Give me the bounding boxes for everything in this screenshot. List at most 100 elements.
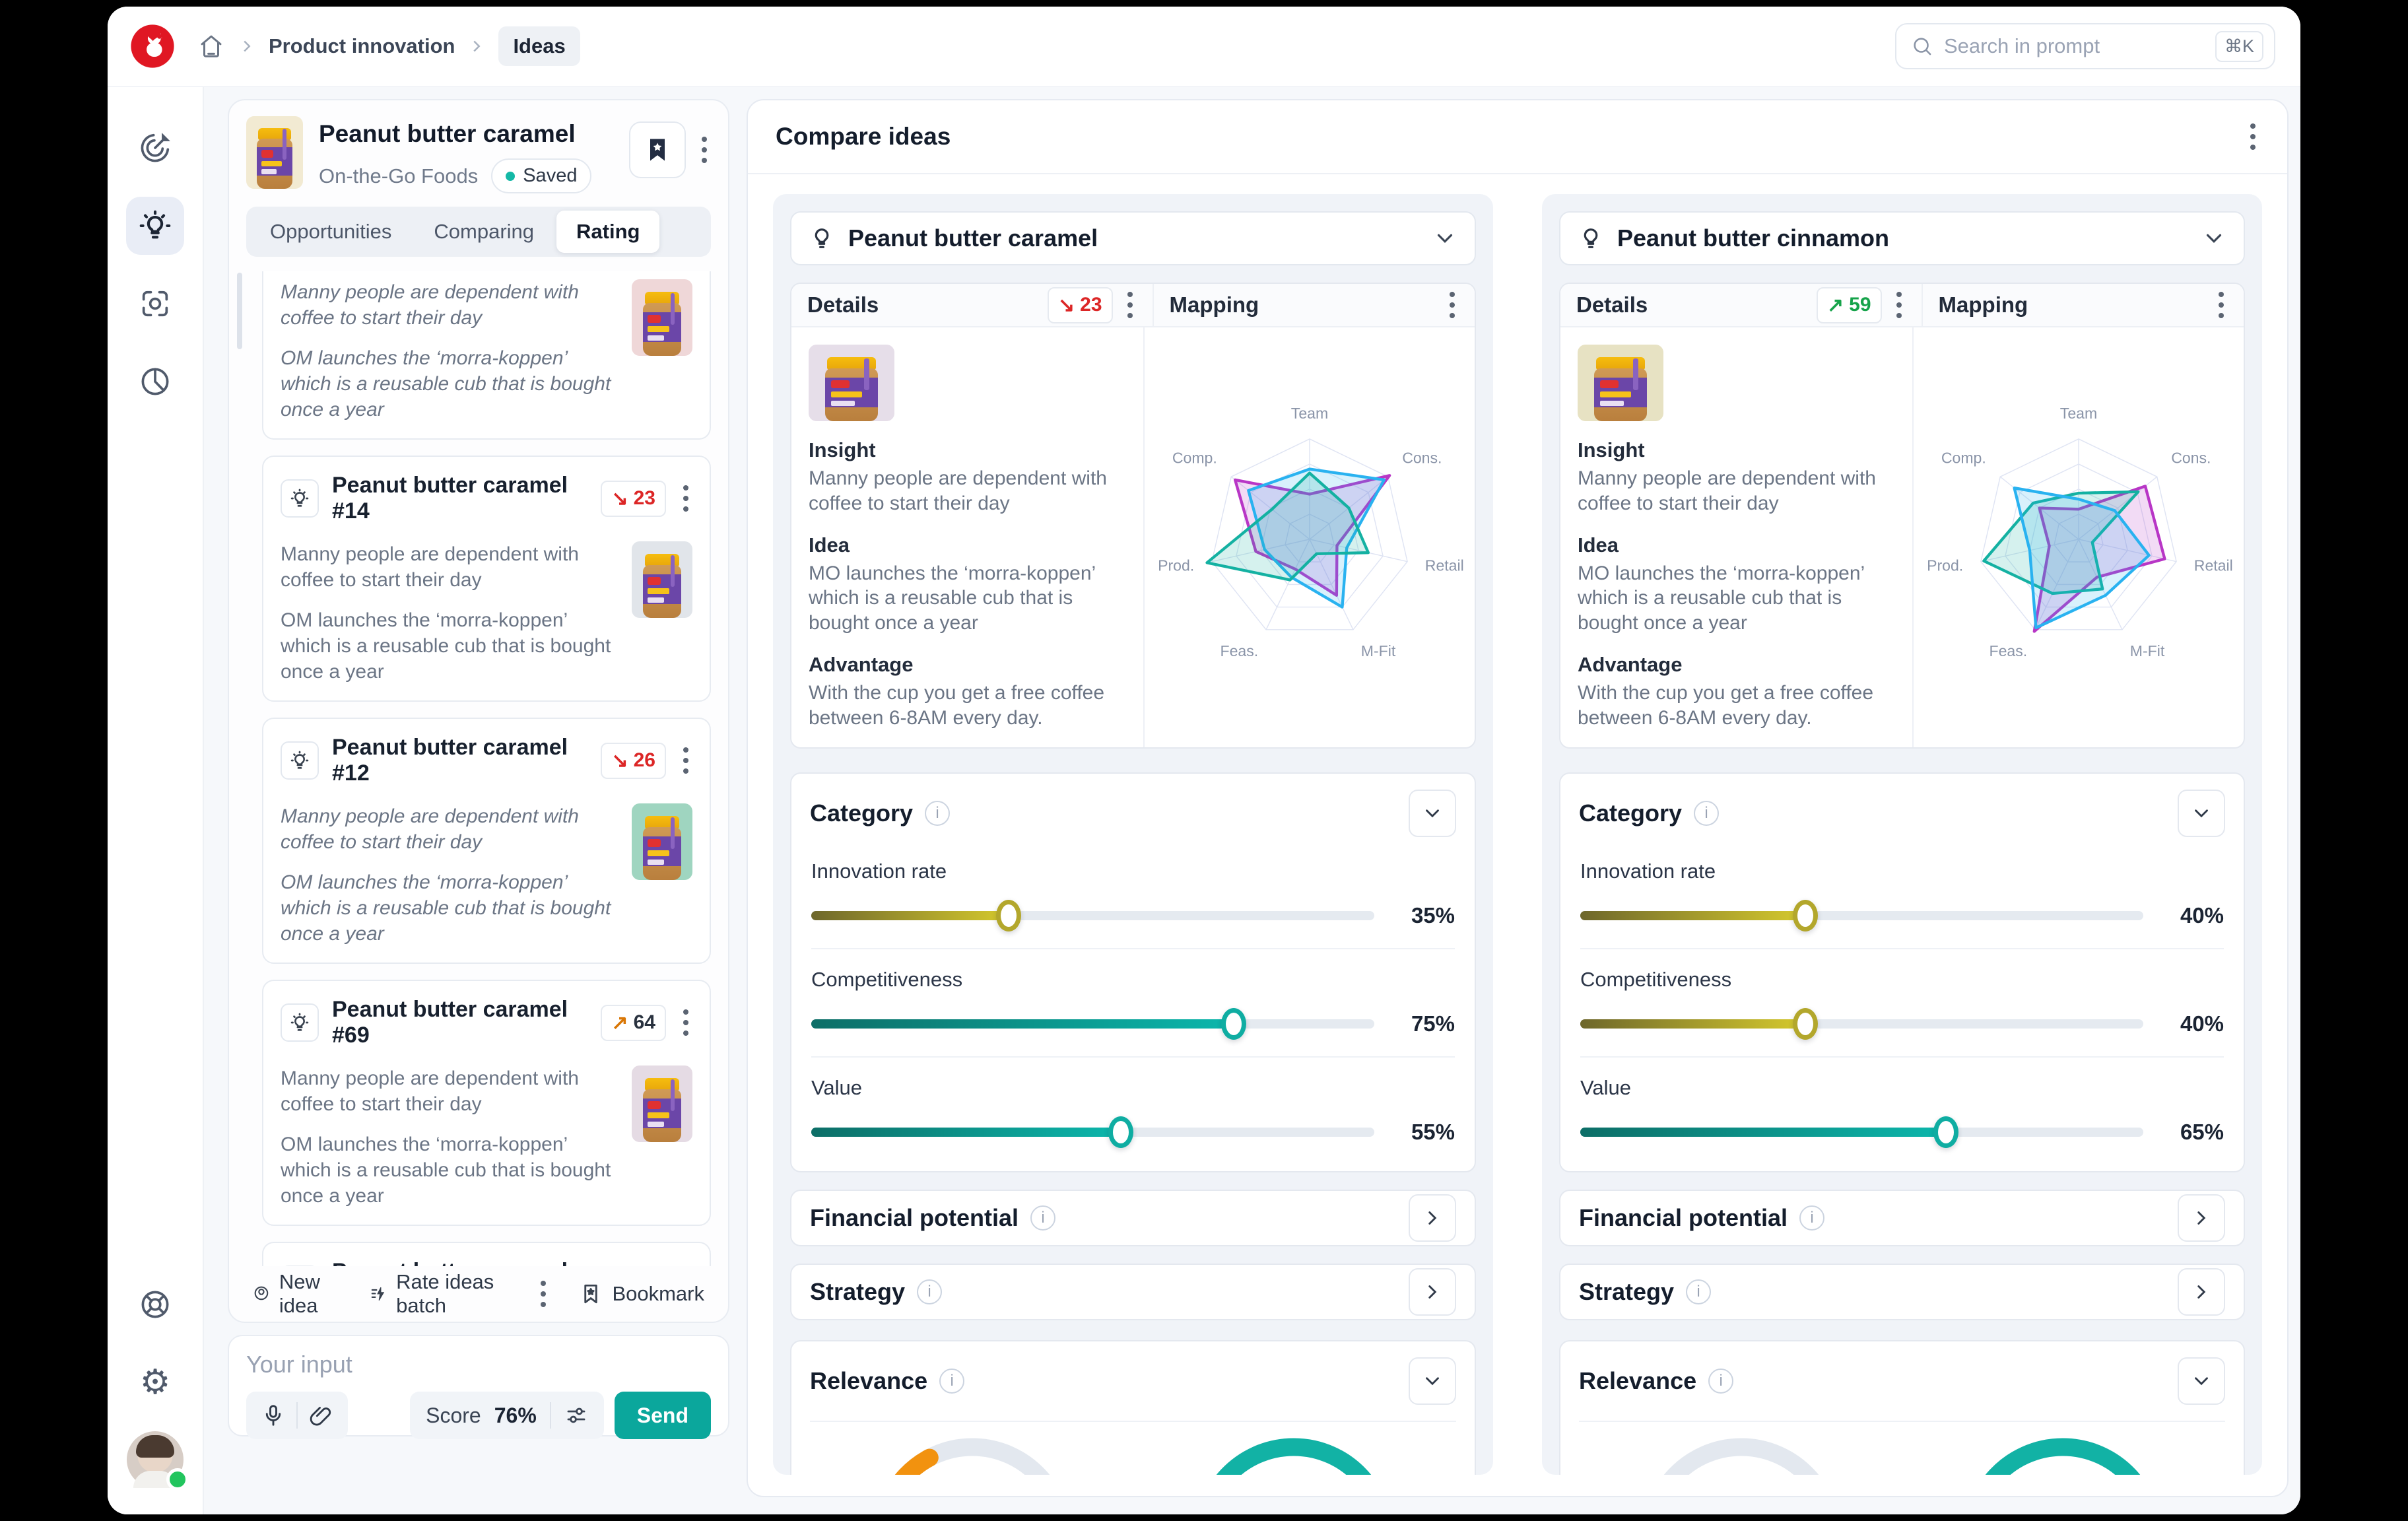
innovation-rate-slider[interactable] (1580, 900, 2143, 931)
search-shortcut-badge: ⌘K (2215, 30, 2263, 62)
info-icon[interactable] (1799, 1205, 1825, 1231)
idea-card[interactable]: Peanut butter caramel #12 ↘ 26 Manny peop… (262, 718, 711, 964)
idea-card-idea: OM launches the ‘morra-koppen’ which is … (281, 871, 611, 945)
search-icon (1914, 38, 1931, 55)
idea-brand: On-the-Go Foods (319, 164, 479, 187)
idea-card-image (632, 279, 692, 356)
category-title: Category (810, 799, 914, 827)
section-label: Idea (1578, 533, 1619, 557)
bookmark-footer-button[interactable]: Bookmark (579, 1282, 704, 1306)
content-area: Peanut butter caramel On-the-Go Foods Sa… (204, 87, 2300, 1514)
tab-opportunities[interactable]: Opportunities (270, 220, 392, 243)
idea-menu-button[interactable] (698, 133, 711, 167)
info-icon[interactable] (1686, 1279, 1712, 1304)
idea-list[interactable]: Manny people are dependent with coffee t… (229, 271, 728, 1266)
info-icon[interactable] (917, 1279, 943, 1304)
selector-value: Peanut butter cinnamon (1617, 224, 1890, 252)
collapse-button[interactable] (1409, 790, 1456, 837)
value-slider[interactable] (1580, 1116, 2143, 1148)
mapping-title: Mapping (1938, 292, 2028, 317)
competitiveness-slider[interactable] (1580, 1008, 2143, 1040)
idea-selector[interactable]: Peanut butter cinnamon (1559, 211, 2245, 265)
card-menu-button[interactable] (679, 1005, 692, 1040)
score-control[interactable]: Score 76% (410, 1392, 604, 1439)
scrollbar-thumb[interactable] (237, 273, 242, 349)
strategy-card[interactable]: Strategy (1559, 1264, 2245, 1320)
idea-selector[interactable]: Peanut butter caramel (790, 211, 1476, 265)
idea-card[interactable]: Peanut butter caramel #14 ↘ 23 Manny peop… (262, 456, 711, 702)
tab-rating[interactable]: Rating (556, 211, 660, 253)
details-pane: Insight Manny people are dependent with c… (791, 327, 1145, 747)
info-icon[interactable] (939, 1369, 965, 1394)
score-label: Score (426, 1403, 481, 1427)
compare-column-caramel: Peanut butter caramel Details ↘ 23 (773, 194, 1493, 1475)
info-icon[interactable] (1708, 1369, 1734, 1394)
expand-button[interactable] (1409, 1194, 1456, 1242)
mapping-menu-button[interactable] (2215, 288, 2228, 322)
bookmark-icon (650, 139, 665, 161)
footer-menu-button[interactable] (537, 1277, 550, 1311)
compare-menu-button[interactable] (2246, 119, 2259, 154)
svg-text:Cons.: Cons. (2171, 449, 2211, 466)
lightbulb-icon (254, 1286, 269, 1301)
value-slider[interactable] (811, 1116, 1374, 1148)
info-icon[interactable] (1694, 801, 1720, 826)
search-input[interactable]: Search in prompt ⌘K (1895, 23, 2275, 69)
idea-card[interactable]: Peanut butter caramel #88 ↘58 Manny peop… (262, 1242, 711, 1266)
home-icon[interactable] (197, 32, 225, 60)
sidebar-item-scan[interactable] (126, 275, 184, 333)
idea-card[interactable]: Manny people are dependent with coffee t… (262, 271, 711, 440)
relevance-card: Relevance Sentiment20% (1559, 1340, 2245, 1475)
innovation-rate-slider[interactable] (811, 900, 1374, 931)
financial-potential-card[interactable]: Financial potential (790, 1190, 1476, 1246)
strategy-card[interactable]: Strategy (790, 1264, 1476, 1320)
slider-value: 55% (1411, 1120, 1455, 1144)
competitiveness-slider[interactable] (811, 1008, 1374, 1040)
card-menu-button[interactable] (679, 743, 692, 778)
card-menu-button[interactable] (679, 481, 692, 516)
collapse-button[interactable] (2178, 790, 2225, 837)
sidebar-item-goals[interactable] (126, 119, 184, 177)
sidebar-item-settings[interactable]: ⚙ (126, 1353, 184, 1411)
avatar[interactable] (127, 1431, 189, 1491)
idea-card-title: Peanut butter caramel #12 (332, 735, 568, 786)
bookmark-button[interactable] (629, 121, 686, 178)
details-menu-button[interactable] (1892, 288, 1906, 322)
details-menu-button[interactable] (1123, 288, 1137, 322)
breadcrumb-section[interactable]: Product innovation (269, 34, 455, 57)
details-title: Details (807, 292, 879, 317)
score-badge: ↘ 23 (1048, 287, 1113, 323)
financial-potential-card[interactable]: Financial potential (1559, 1190, 2245, 1246)
sidebar-item-ideas[interactable] (126, 197, 184, 255)
prompt-input[interactable]: Your input (246, 1351, 352, 1378)
info-icon[interactable] (1030, 1205, 1056, 1231)
expand-button[interactable] (2178, 1194, 2225, 1242)
selector-value: Peanut butter caramel (848, 224, 1098, 252)
strategy-title: Strategy (1579, 1278, 1675, 1305)
trend-match-gauge: Trend match80% (1924, 1427, 2201, 1475)
details-title: Details (1576, 292, 1648, 317)
collapse-button[interactable] (1409, 1357, 1456, 1405)
idea-card-image (632, 541, 692, 618)
mapping-menu-button[interactable] (1446, 288, 1459, 322)
new-idea-button[interactable]: New idea (253, 1270, 341, 1318)
idea-card-title: Peanut butter caramel #14 (332, 473, 568, 524)
info-icon[interactable] (925, 801, 951, 826)
page-title: Compare ideas (776, 123, 951, 150)
sidebar-item-help[interactable] (126, 1275, 184, 1334)
mic-button[interactable] (250, 1396, 296, 1435)
send-button[interactable]: Send (614, 1392, 711, 1439)
focus-scan-icon (142, 290, 168, 317)
idea-card[interactable]: Peanut butter caramel #69 ↗ 64 Manny peop… (262, 980, 711, 1226)
rate-ideas-batch-button[interactable]: Rate ideas batch (370, 1270, 508, 1318)
expand-button[interactable] (2178, 1268, 2225, 1316)
breadcrumb-page[interactable]: Ideas (498, 26, 580, 66)
attachment-button[interactable] (298, 1396, 344, 1435)
score-badge: ↗ 64 (601, 1004, 666, 1041)
idea-header: Peanut butter caramel On-the-Go Foods Sa… (229, 100, 728, 207)
collapse-button[interactable] (2178, 1357, 2225, 1405)
expand-button[interactable] (1409, 1268, 1456, 1316)
sidebar-item-analytics[interactable] (126, 353, 184, 411)
idea-card-image (632, 803, 692, 880)
tab-comparing[interactable]: Comparing (434, 220, 535, 243)
